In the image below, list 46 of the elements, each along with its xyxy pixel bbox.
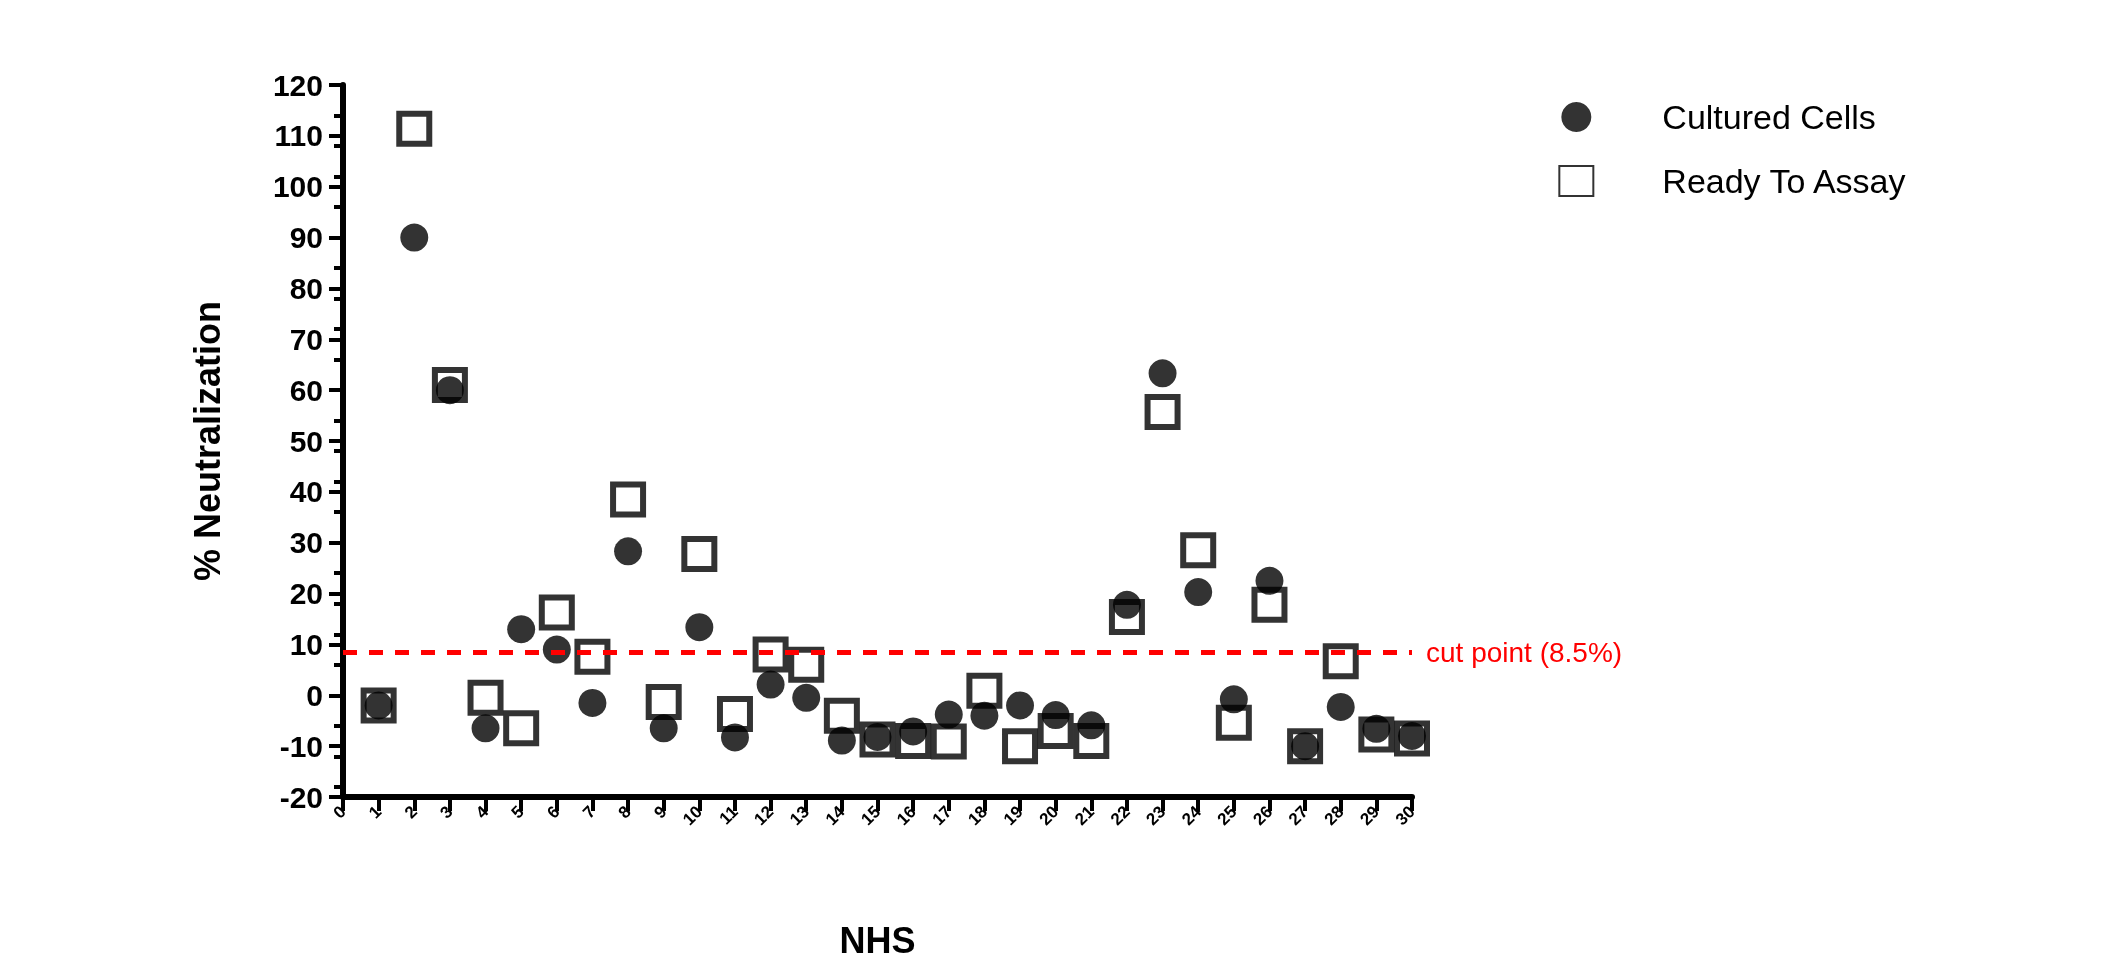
y-tick-label: 0 — [306, 678, 323, 712]
ref-line-label: cut point (8.5%) — [1426, 636, 1623, 668]
x-tick-label: 27 — [1285, 802, 1312, 830]
y-tick-label: 70 — [289, 322, 323, 356]
x-tick-label: 8 — [614, 802, 635, 823]
x-tick-label: 26 — [1249, 802, 1277, 830]
x-tick-label: 2 — [400, 802, 421, 823]
x-tick-label: 17 — [928, 802, 956, 830]
y-tick-label: 60 — [289, 373, 323, 407]
x-tick-label: 16 — [893, 802, 920, 830]
x-tick-label: 24 — [1178, 801, 1206, 830]
y-tick-label: 110 — [274, 119, 323, 153]
x-tick-label: 25 — [1213, 802, 1241, 830]
y-tick-label: 90 — [289, 221, 323, 255]
y-axis-title: % Neutralization — [186, 300, 228, 582]
y-tick-label: -10 — [279, 729, 323, 763]
x-tick-label: 1 — [365, 802, 386, 823]
x-tick-label: 15 — [857, 802, 885, 830]
x-tick-label: 11 — [715, 802, 742, 829]
y-tick-label: 50 — [289, 424, 323, 458]
y-tick-label: 100 — [272, 170, 323, 204]
y-tick-label: 120 — [272, 68, 323, 102]
legend-label: Cultured Cells — [1662, 98, 1876, 136]
x-tick-label: 10 — [679, 802, 707, 830]
x-tick-label: 22 — [1106, 802, 1134, 830]
y-tick-label: 20 — [289, 577, 323, 611]
x-tick-label: 3 — [436, 802, 457, 823]
x-tick-label: 30 — [1391, 802, 1419, 830]
x-axis-title: NHS — [839, 919, 916, 961]
x-tick-label: 20 — [1035, 802, 1063, 830]
x-tick-label: 21 — [1071, 802, 1099, 830]
y-tick-label: 80 — [289, 271, 323, 305]
y-tick-label: 40 — [289, 475, 323, 509]
x-tick-label: 13 — [786, 802, 813, 830]
x-tick-label: 4 — [472, 801, 493, 823]
x-tick-label: 18 — [964, 802, 992, 830]
legend-label: Ready To Assay — [1662, 162, 1906, 200]
x-tick-label: 29 — [1356, 802, 1384, 830]
y-tick-label: 30 — [289, 526, 323, 560]
x-tick-label: 12 — [750, 802, 778, 830]
x-tick-label: 23 — [1142, 802, 1170, 830]
x-tick-label: 14 — [821, 801, 849, 830]
x-tick-label: 28 — [1320, 802, 1348, 830]
x-tick-label: 7 — [579, 802, 600, 823]
y-tick-label: -20 — [279, 780, 323, 814]
y-tick-label: 10 — [289, 627, 323, 661]
